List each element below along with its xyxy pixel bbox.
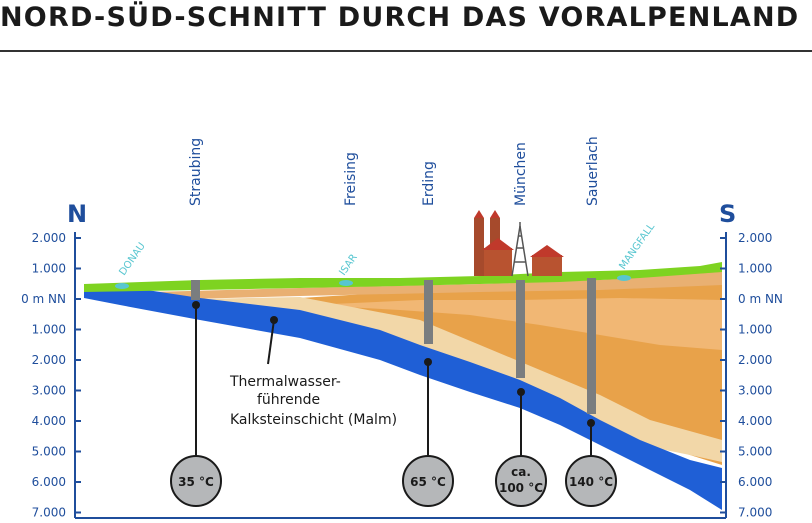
left-axis-ticks: 2.000 1.000 0 m NN 1.000 2.000 3.000 4.000 5.00… (21, 231, 81, 520)
river-label-isar: ISAR (337, 252, 359, 277)
temp-leader-dot-65 (424, 358, 432, 366)
temp-value-65: 65 °C (410, 475, 446, 489)
temp-badge-35: 35 °C (170, 455, 222, 507)
diagram-title: NORD-SÜD-SCHNITT DURCH DAS VORALPENLAND (0, 2, 800, 33)
city-label-erding: Erding (421, 161, 437, 206)
malm-limestone-layer (84, 285, 722, 510)
right-axis-tick-label: 5.000 (738, 445, 772, 459)
left-axis-tick-label: 3.000 (32, 384, 66, 398)
right-axis-tick-label: 2.000 (738, 231, 772, 245)
temp-leader-dot-140 (587, 419, 595, 427)
temp-badge-100: ca. 100 °C (495, 455, 547, 507)
borehole-erding (424, 280, 433, 344)
river-label-donau: DONAU (117, 241, 147, 278)
right-axis-tick-label: 0 m NN (738, 292, 783, 306)
sediment-light-layer (150, 297, 722, 462)
river-isar-marker (339, 280, 353, 286)
left-axis-tick-label: 1.000 (32, 262, 66, 276)
borehole-sauerlach (587, 278, 596, 414)
annotation-leader-dot (270, 316, 278, 324)
right-axis-tick-label: 2.000 (738, 353, 772, 367)
annotation-line-1: Thermalwasser- (229, 374, 341, 390)
left-axis-tick-label: 7.000 (32, 506, 66, 520)
temp-badge-140: 140 °C (565, 455, 617, 507)
city-label-freising: Freising (343, 152, 359, 206)
annotation-leader-line (267, 319, 275, 365)
right-axis-tick-label: 3.000 (738, 384, 772, 398)
left-axis-tick-label: 0 m NN (21, 292, 66, 306)
annotation-line-2: führende (257, 392, 320, 408)
right-axis-ticks: 2.000 1.000 0 m NN 1.000 2.000 3.000 4.000 5.00… (720, 231, 783, 520)
city-label-straubing: Straubing (188, 138, 204, 206)
right-axis-tick-label: 1.000 (738, 262, 772, 276)
left-axis-tick-label: 4.000 (32, 414, 66, 428)
city-label-sauerlach: Sauerlach (585, 136, 601, 206)
temp-badge-65: 65 °C (402, 455, 454, 507)
temp-value-140: 140 °C (569, 475, 613, 489)
left-axis-tick-label: 5.000 (32, 445, 66, 459)
left-axis-tick-label: 2.000 (32, 231, 66, 245)
drilling-rig-icon (511, 222, 529, 277)
temp-leader-dot-35 (192, 301, 200, 309)
title-rule (0, 50, 812, 52)
temp-leader-dot-100 (517, 388, 525, 396)
sediment-mid-layer (310, 298, 722, 350)
sediment-top-band (150, 272, 722, 300)
left-axis-tick-label: 2.000 (32, 353, 66, 367)
city-buildings-icon (474, 210, 564, 276)
temp-value-100-line2: 100 °C (499, 481, 543, 495)
river-label-mangfall: MANGFALL (617, 221, 657, 271)
right-axis-tick-label: 7.000 (738, 506, 772, 520)
annotation-line-3: Kalksteinschicht (Malm) (230, 412, 397, 428)
city-label-muenchen: München (513, 142, 529, 206)
right-axis-tick-label: 1.000 (738, 323, 772, 337)
river-mangfall-marker (617, 275, 631, 281)
left-axis-tick-label: 1.000 (32, 323, 66, 337)
surface-green (84, 262, 722, 292)
temp-value-100-line1: ca. (511, 465, 531, 479)
left-axis-tick-label: 6.000 (32, 475, 66, 489)
borehole-muenchen (516, 280, 525, 378)
right-axis-tick-label: 6.000 (738, 475, 772, 489)
river-donau-marker (115, 283, 129, 289)
north-label: N (67, 200, 87, 228)
south-label: S (719, 200, 736, 228)
temp-value-35: 35 °C (178, 475, 214, 489)
right-axis-tick-label: 4.000 (738, 414, 772, 428)
borehole-straubing (191, 280, 200, 300)
